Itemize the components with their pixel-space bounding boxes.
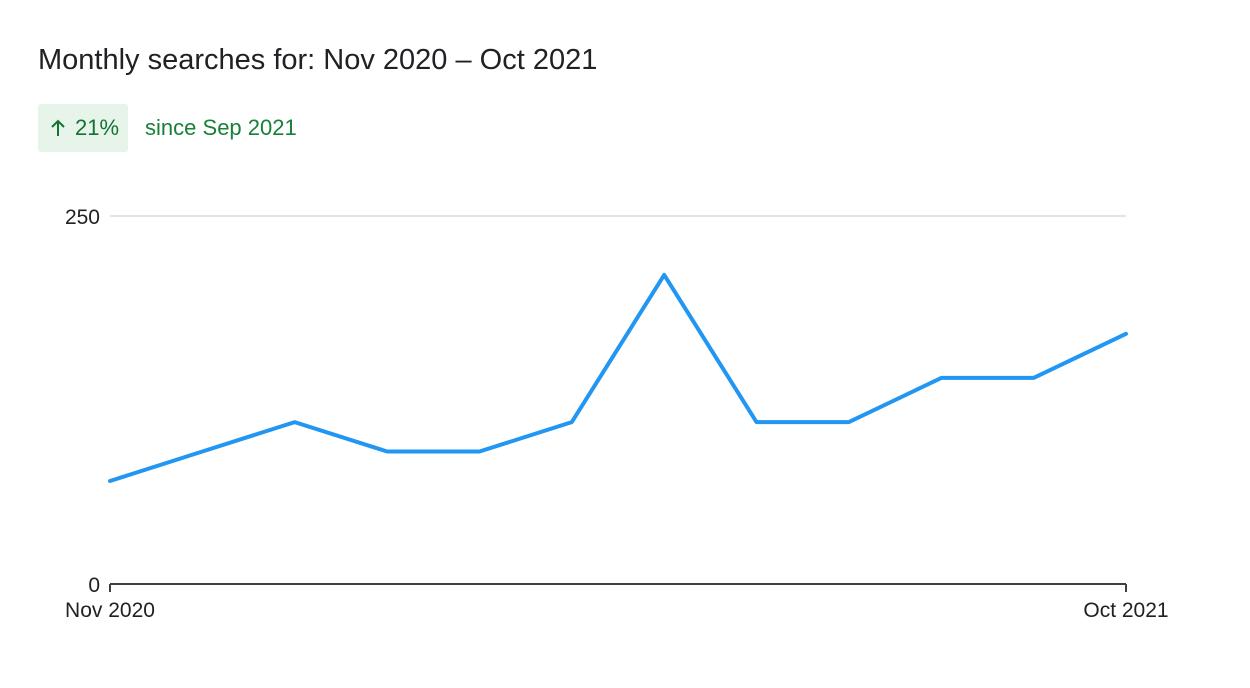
trend-indicator: 21% since Sep 2021 [38, 104, 297, 152]
data-point-nov-2020 [107, 478, 113, 484]
y-tick-label-bottom: 0 [88, 574, 100, 597]
data-point-aug-2021 [938, 375, 944, 381]
data-point-jul-2021 [846, 419, 852, 425]
arrow-up-icon [51, 119, 65, 136]
x-tick-label-start: Nov 2020 [65, 599, 155, 622]
trend-percent: 21% [75, 115, 120, 140]
y-tick-label-top: 250 [65, 206, 100, 229]
data-point-apr-2021 [569, 419, 575, 425]
data-point-jun-2021 [754, 419, 760, 425]
data-point-dec-2020 [199, 449, 205, 455]
series-line [108, 272, 1128, 483]
x-tick-label-end: Oct 2021 [1083, 599, 1168, 622]
trend-badge: 21% [38, 104, 129, 152]
data-point-jan-2021 [292, 419, 298, 425]
data-point-sep-2021 [1031, 375, 1037, 381]
data-point-oct-2021 [1123, 331, 1129, 337]
chart-title: Monthly searches for: Nov 2020 – Oct 202… [38, 44, 598, 76]
data-point-feb-2021 [384, 449, 390, 455]
trend-note: since Sep 2021 [145, 115, 297, 140]
data-point-mar-2021 [476, 449, 482, 455]
data-point-may-2021 [661, 272, 667, 278]
